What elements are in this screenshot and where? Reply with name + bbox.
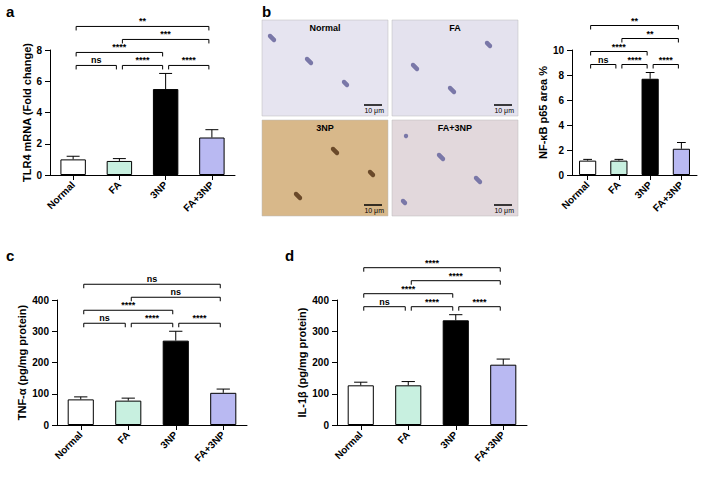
svg-text:10 μm: 10 μm (494, 207, 514, 215)
svg-text:****: **** (472, 297, 487, 307)
svg-text:FA: FA (115, 429, 132, 446)
svg-text:Normal: Normal (333, 429, 365, 461)
svg-text:0: 0 (43, 420, 49, 431)
svg-text:**: ** (139, 16, 147, 26)
svg-text:****: **** (121, 300, 136, 310)
svg-text:200: 200 (32, 357, 49, 368)
svg-text:NF-κB p65 area %: NF-κB p65 area % (537, 66, 549, 159)
svg-text:10 μm: 10 μm (494, 107, 514, 115)
svg-text:****: **** (612, 42, 627, 52)
svg-text:d: d (285, 247, 294, 264)
svg-text:0: 0 (323, 420, 329, 431)
svg-text:400: 400 (32, 295, 49, 306)
svg-text:FA+3NP: FA+3NP (651, 179, 686, 214)
svg-text:****: **** (182, 55, 197, 65)
svg-text:4: 4 (36, 107, 42, 118)
svg-text:****: **** (145, 313, 160, 323)
svg-text:0: 0 (36, 170, 42, 181)
svg-text:****: **** (627, 55, 642, 65)
svg-text:ns: ns (170, 287, 181, 297)
svg-text:***: *** (160, 29, 171, 39)
svg-text:****: **** (401, 284, 416, 294)
svg-text:****: **** (425, 258, 440, 268)
svg-text:****: **** (449, 271, 464, 281)
svg-text:3NP: 3NP (632, 179, 654, 201)
svg-text:10 μm: 10 μm (364, 107, 384, 115)
svg-text:4: 4 (558, 120, 564, 131)
svg-text:400: 400 (312, 295, 329, 306)
svg-text:10: 10 (553, 45, 565, 56)
svg-text:10 μm: 10 μm (364, 207, 384, 215)
svg-text:8: 8 (36, 45, 42, 56)
svg-text:**: ** (647, 29, 655, 39)
svg-text:2: 2 (558, 145, 564, 156)
svg-text:200: 200 (312, 357, 329, 368)
svg-text:Normal: Normal (559, 179, 591, 211)
svg-text:FA+3NP: FA+3NP (472, 429, 507, 464)
svg-text:2: 2 (36, 138, 42, 149)
svg-text:Normal: Normal (309, 23, 340, 33)
svg-text:ns: ns (379, 297, 390, 307)
svg-text:**: ** (631, 16, 639, 26)
svg-text:FA: FA (395, 429, 412, 446)
svg-text:Normal: Normal (45, 179, 77, 211)
svg-text:3NP: 3NP (438, 429, 460, 451)
svg-text:IL-1β (pg/mg protein): IL-1β (pg/mg protein) (296, 307, 308, 417)
svg-text:100: 100 (312, 388, 329, 399)
svg-text:300: 300 (312, 326, 329, 337)
svg-text:****: **** (425, 297, 440, 307)
svg-text:ns: ns (99, 313, 110, 323)
svg-text:6: 6 (36, 76, 42, 87)
svg-text:****: **** (192, 313, 207, 323)
svg-text:3NP: 3NP (158, 429, 180, 451)
svg-text:FA+3NP: FA+3NP (181, 179, 216, 214)
svg-text:3NP: 3NP (316, 123, 334, 133)
svg-text:FA: FA (449, 23, 461, 33)
svg-text:FA+3NP: FA+3NP (438, 123, 472, 133)
svg-text:100: 100 (32, 388, 49, 399)
svg-text:0: 0 (558, 170, 564, 181)
svg-text:****: **** (659, 55, 674, 65)
svg-text:8: 8 (558, 70, 564, 81)
svg-text:TLR4 mRNA (Fold change): TLR4 mRNA (Fold change) (21, 43, 33, 182)
svg-text:c: c (6, 247, 14, 264)
svg-text:TNF-α (pg/mg protein): TNF-α (pg/mg protein) (16, 304, 28, 420)
svg-text:ns: ns (91, 55, 102, 65)
svg-text:a: a (6, 3, 15, 20)
svg-text:ns: ns (147, 274, 158, 284)
svg-text:FA: FA (106, 179, 123, 196)
svg-text:300: 300 (32, 326, 49, 337)
svg-text:****: **** (112, 42, 127, 52)
svg-text:b: b (262, 3, 271, 20)
svg-text:3NP: 3NP (148, 179, 170, 201)
svg-text:FA+3NP: FA+3NP (192, 429, 227, 464)
svg-text:****: **** (135, 55, 150, 65)
svg-text:Normal: Normal (53, 429, 85, 461)
svg-text:FA: FA (606, 179, 623, 196)
svg-text:6: 6 (558, 95, 564, 106)
svg-text:ns: ns (598, 55, 609, 65)
